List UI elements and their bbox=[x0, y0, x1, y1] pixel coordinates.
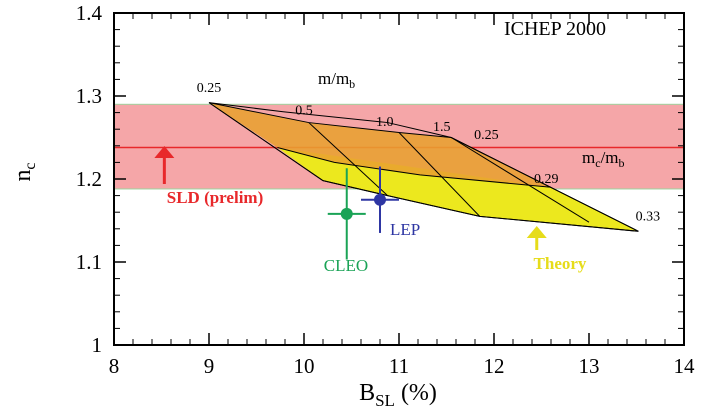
mc-mb-label-sub1: c bbox=[595, 156, 600, 170]
tick-marks: 8 9 10 11 12 13 14 1 1.1 1.2 1.3 1.4 bbox=[76, 1, 695, 378]
theory-value-label: 1.5 bbox=[433, 120, 451, 135]
theory-region-lower bbox=[277, 147, 639, 232]
mc-mb-label: mc/mb bbox=[582, 148, 625, 170]
y-tick-label: 1.3 bbox=[76, 84, 102, 108]
svg-text:nc: nc bbox=[10, 162, 39, 181]
mb-ratio-line-1 bbox=[277, 146, 552, 188]
theory-value-label: 0.29 bbox=[534, 172, 559, 187]
y-tick-label: 1.1 bbox=[76, 250, 102, 274]
y-axis-label-sub: c bbox=[22, 162, 39, 169]
m-mb-label: m/mb bbox=[318, 69, 355, 91]
x-axis-label-sub: SL bbox=[375, 391, 395, 410]
mc-mb-label-main: m bbox=[582, 148, 595, 167]
theory-value-label: 0.25 bbox=[474, 128, 499, 143]
m-mb-label-main: m/m bbox=[318, 69, 349, 88]
lep-label: LEP bbox=[390, 220, 420, 239]
theory-value-labels: 0.25 0.5 1.0 1.5 0.25 0.29 0.33 bbox=[197, 81, 660, 225]
theory-region-upper bbox=[209, 102, 551, 188]
theory-value-label: 1.0 bbox=[376, 115, 394, 130]
x-tick-label: 9 bbox=[204, 354, 215, 378]
x-axis-label-unit: (%) bbox=[401, 380, 437, 406]
mc-ratio-line-3 bbox=[450, 137, 590, 223]
arrows bbox=[154, 146, 547, 250]
x-tick-label: 14 bbox=[674, 354, 696, 378]
x-tick-label: 8 bbox=[109, 354, 120, 378]
measurements bbox=[327, 166, 399, 260]
theory-label: Theory bbox=[534, 254, 587, 273]
sld-arrow-head bbox=[154, 146, 175, 158]
mc-mb-label-mid: /m bbox=[601, 148, 619, 167]
x-tick-label: 10 bbox=[294, 354, 315, 378]
theory-grid-lines bbox=[208, 102, 639, 232]
sld-label: SLD (prelim) bbox=[167, 188, 264, 207]
x-axis-label: BSL (%) bbox=[359, 380, 437, 410]
theory-arrow-head bbox=[526, 226, 547, 238]
theory-outline bbox=[208, 102, 639, 232]
mc-mb-label-sub2: b bbox=[619, 156, 625, 170]
mc-ratio-line-1 bbox=[308, 122, 388, 196]
x-axis-label-main: B bbox=[359, 380, 375, 406]
y-tick-label: 1 bbox=[92, 333, 103, 357]
measurement-point bbox=[340, 207, 353, 220]
m-mb-label-sub: b bbox=[349, 77, 355, 91]
y-tick-label: 1.2 bbox=[76, 167, 102, 191]
mc-ratio-line-2 bbox=[398, 132, 481, 217]
y-axis-label-main: n bbox=[10, 170, 36, 182]
theory-value-label: 0.33 bbox=[636, 210, 661, 225]
measurement-point bbox=[374, 193, 386, 206]
y-tick-label: 1.4 bbox=[76, 1, 103, 25]
theory-value-label: 0.5 bbox=[295, 103, 313, 118]
x-tick-label: 12 bbox=[484, 354, 505, 378]
y-axis-label: nc bbox=[10, 162, 39, 181]
chart-title: ICHEP 2000 bbox=[504, 18, 606, 40]
x-tick-label: 11 bbox=[389, 354, 409, 378]
theory-value-label: 0.25 bbox=[197, 81, 222, 96]
x-tick-label: 13 bbox=[579, 354, 600, 378]
cleo-label: CLEO bbox=[324, 256, 368, 275]
